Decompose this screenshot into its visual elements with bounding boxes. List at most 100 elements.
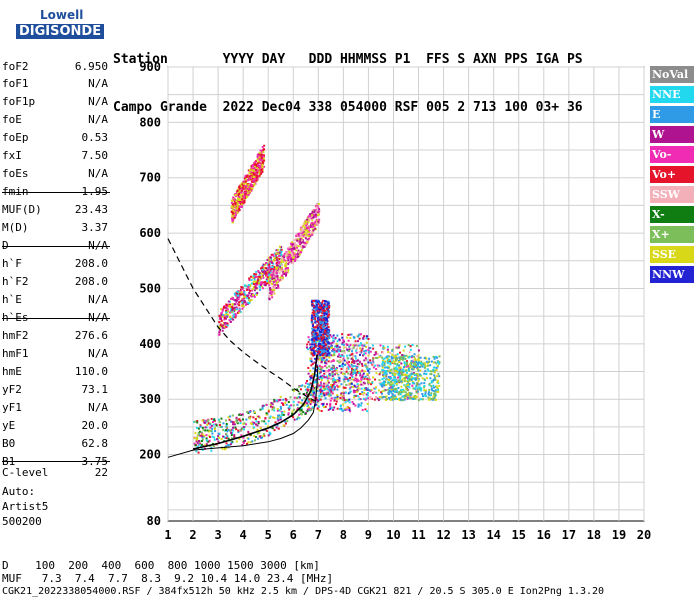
echo-point	[394, 378, 397, 381]
echo-point	[411, 360, 414, 363]
echo-point	[285, 403, 288, 406]
param-key: yF1	[2, 401, 22, 414]
echo-point	[243, 297, 246, 300]
echo-point	[227, 313, 230, 316]
echo-point	[408, 391, 411, 394]
echo-point	[376, 397, 379, 400]
echo-point	[199, 424, 202, 427]
echo-point	[207, 419, 210, 422]
echo-point	[351, 378, 354, 381]
echo-point	[291, 262, 294, 265]
echo-point	[333, 388, 336, 391]
echo-point	[238, 413, 241, 416]
param-key: yF2	[2, 383, 22, 396]
echo-point	[251, 276, 254, 279]
echo-point	[226, 315, 229, 318]
echo-point	[240, 434, 243, 437]
param-row: MUF(D) 23.43	[2, 203, 108, 217]
echo-point	[391, 353, 394, 356]
echo-point	[271, 290, 274, 293]
echo-point	[363, 370, 366, 373]
echo-point	[297, 395, 300, 398]
echo-point	[311, 230, 314, 233]
echo-point	[330, 377, 333, 380]
echo-point	[284, 263, 287, 266]
echo-point	[243, 201, 246, 204]
echo-point	[227, 300, 230, 303]
echo-point	[254, 282, 257, 285]
echo-point	[374, 387, 377, 390]
echo-point	[245, 423, 248, 426]
echo-point	[313, 340, 316, 343]
echo-point	[334, 381, 337, 384]
echo-point	[269, 415, 272, 418]
echo-point	[257, 271, 260, 274]
echo-point	[429, 370, 432, 373]
echo-point	[247, 190, 250, 193]
echo-point	[222, 422, 225, 425]
echo-point	[390, 390, 393, 393]
echo-point	[325, 349, 328, 352]
echo-point	[377, 398, 380, 401]
echo-point	[267, 410, 270, 413]
echo-point	[372, 366, 375, 369]
echo-point	[403, 370, 406, 373]
echo-point	[317, 405, 320, 408]
echo-point	[360, 383, 363, 386]
echo-point	[241, 299, 244, 302]
echo-point	[295, 237, 298, 240]
legend-item: X-	[650, 206, 694, 223]
echo-point	[316, 383, 319, 386]
echo-point	[413, 355, 416, 358]
echo-point	[407, 379, 410, 382]
echo-point	[237, 191, 240, 194]
echo-point	[432, 398, 435, 401]
echo-point	[263, 159, 266, 162]
echo-point	[404, 384, 407, 387]
echo-point	[291, 254, 294, 257]
echo-point	[359, 333, 362, 336]
echo-point	[310, 364, 313, 367]
echo-point	[369, 361, 372, 364]
echo-point	[319, 307, 322, 310]
echo-point	[268, 273, 271, 276]
echo-point	[333, 386, 336, 389]
echo-point	[300, 246, 303, 249]
echo-point	[351, 352, 354, 355]
echo-point	[305, 382, 308, 385]
echo-point	[364, 364, 367, 367]
echo-point	[258, 282, 261, 285]
echo-point	[424, 365, 427, 368]
echo-point	[311, 341, 314, 344]
echo-point	[307, 232, 310, 235]
echo-point	[268, 277, 271, 280]
echo-point	[311, 406, 314, 409]
echo-point	[389, 370, 392, 373]
echo-point	[201, 436, 204, 439]
echo-point	[321, 338, 324, 341]
echo-point	[369, 397, 372, 400]
echo-point	[330, 386, 333, 389]
echo-point	[402, 368, 405, 371]
echo-point	[240, 203, 243, 206]
echo-point	[233, 216, 236, 219]
echo-point	[384, 381, 387, 384]
echo-point	[365, 397, 368, 400]
echo-point	[265, 413, 268, 416]
echo-point	[407, 356, 410, 359]
echo-point	[330, 354, 333, 357]
echo-point	[382, 375, 385, 378]
echo-point	[258, 278, 261, 281]
echo-point	[270, 258, 273, 261]
echo-point	[231, 423, 234, 426]
echo-point	[366, 387, 369, 390]
echo-point	[397, 386, 400, 389]
echo-point	[262, 276, 265, 279]
echo-point	[365, 359, 368, 362]
echo-point	[296, 239, 299, 242]
echo-point	[326, 343, 329, 346]
echo-point	[277, 267, 280, 270]
echo-point	[297, 249, 300, 252]
echo-point	[382, 396, 385, 399]
echo-point	[241, 293, 244, 296]
